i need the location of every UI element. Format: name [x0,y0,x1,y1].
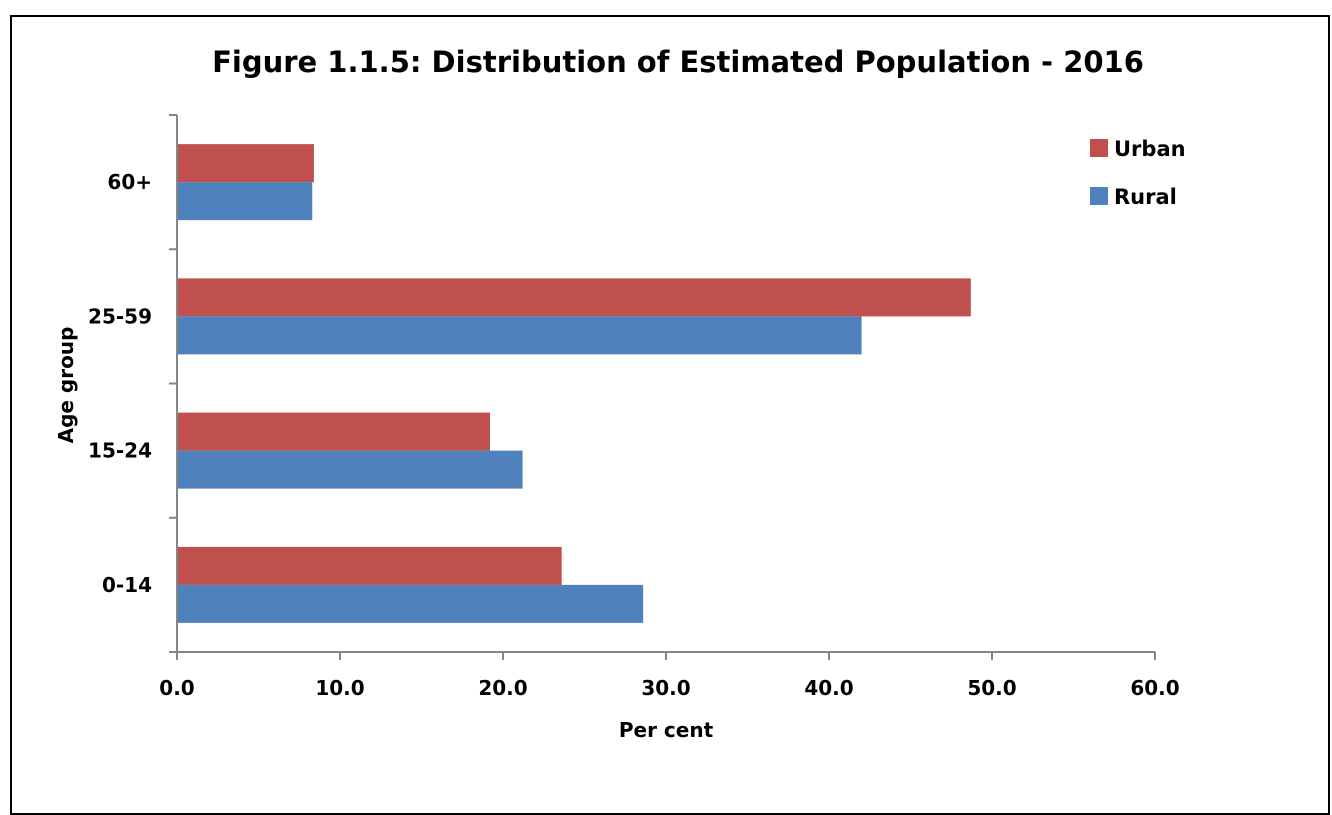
x-tick-label: 10.0 [315,676,364,700]
x-tick-label: 0.0 [159,676,194,700]
x-tick-label: 20.0 [478,676,527,700]
x-axis-label: Per cent [619,718,714,742]
bar-urban-0-14 [177,546,562,585]
legend-swatch-rural [1090,187,1108,205]
chart: Figure 1.1.5: Distribution of Estimated … [54,45,1186,742]
legend: Urban Rural [1090,137,1186,209]
y-tick-labels: 0-14 15-24 25-59 60+ [88,170,152,597]
x-tick-label: 50.0 [967,676,1016,700]
bars [177,144,971,623]
y-tick-label: 0-14 [102,573,152,597]
bar-rural-0-14 [177,584,644,623]
x-tick-labels: 0.0 10.0 20.0 30.0 40.0 50.0 60.0 [159,676,1179,700]
legend-label-urban: Urban [1114,137,1186,161]
axes [169,114,1156,660]
y-tick-label: 15-24 [88,439,152,463]
x-tick-label: 30.0 [641,676,690,700]
y-tick-label: 60+ [107,170,152,194]
bar-urban-60+ [177,144,314,183]
x-tick-label: 60.0 [1130,676,1179,700]
bar-rural-60+ [177,182,313,221]
y-tick-label: 25-59 [88,304,152,328]
bar-rural-25-59 [177,316,862,355]
legend-label-rural: Rural [1114,185,1177,209]
bar-rural-15-24 [177,450,523,489]
bar-urban-15-24 [177,412,490,451]
bar-urban-25-59 [177,278,971,317]
legend-swatch-urban [1090,139,1108,157]
x-tick-label: 40.0 [804,676,853,700]
y-axis-label: Age group [54,327,78,444]
chart-title: Figure 1.1.5: Distribution of Estimated … [212,45,1144,79]
